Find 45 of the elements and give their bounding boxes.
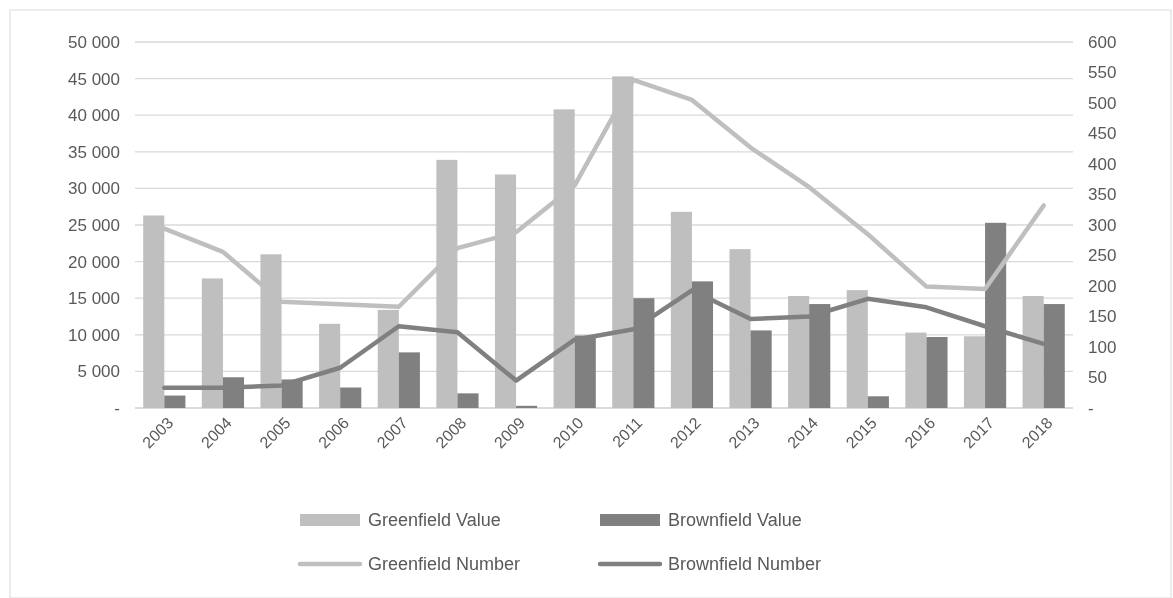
- bar: [1022, 296, 1044, 408]
- y2-tick-label: 300: [1088, 215, 1117, 235]
- y-tick-label: 45 000: [68, 69, 120, 89]
- bar: [457, 393, 479, 408]
- bar: [926, 337, 948, 408]
- y2-tick-label: 400: [1088, 154, 1117, 174]
- bar: [164, 395, 186, 408]
- y-tick-label: 50 000: [68, 32, 120, 52]
- y2-tick-label: 150: [1088, 307, 1117, 327]
- y-tick-label: 10 000: [68, 325, 120, 345]
- y2-tick-label: 200: [1088, 276, 1117, 296]
- y-tick-label: 30 000: [68, 179, 120, 199]
- y2-tick-label: 50: [1088, 368, 1107, 388]
- bar: [905, 332, 927, 408]
- legend-label: Greenfield Number: [368, 554, 521, 575]
- y-tick-label: 20 000: [68, 252, 120, 272]
- bar: [398, 352, 420, 408]
- y2-tick-label: 550: [1088, 63, 1117, 83]
- bar: [846, 290, 868, 408]
- y2-tick-label: -: [1088, 398, 1094, 418]
- bar: [319, 323, 341, 408]
- bar: [670, 211, 692, 408]
- bar: [788, 296, 810, 408]
- legend-label: Brownfield Number: [668, 554, 822, 575]
- bar: [201, 278, 223, 408]
- y-tick-label: 40 000: [68, 106, 120, 126]
- y2-tick-label: 100: [1088, 337, 1117, 357]
- y-tick-label: 15 000: [68, 289, 120, 309]
- bar: [867, 396, 889, 408]
- bar: [516, 405, 538, 408]
- y-tick-label: 35 000: [68, 142, 120, 162]
- legend-label: Brownfield Value: [668, 510, 802, 531]
- bar: [750, 330, 772, 408]
- legend-label: Greenfield Value: [368, 510, 501, 531]
- y-tick-label: 5 000: [77, 362, 120, 382]
- y-tick-label: -: [114, 398, 120, 418]
- bar: [963, 336, 986, 408]
- y2-tick-label: 450: [1088, 124, 1117, 144]
- y2-tick-label: 350: [1088, 185, 1117, 205]
- y-tick-label: 25 000: [68, 215, 120, 235]
- bar: [340, 387, 362, 408]
- y2-tick-label: 500: [1088, 93, 1117, 113]
- y2-tick-label: 250: [1088, 246, 1117, 266]
- bar: [729, 249, 751, 408]
- y2-tick-label: 600: [1088, 32, 1117, 52]
